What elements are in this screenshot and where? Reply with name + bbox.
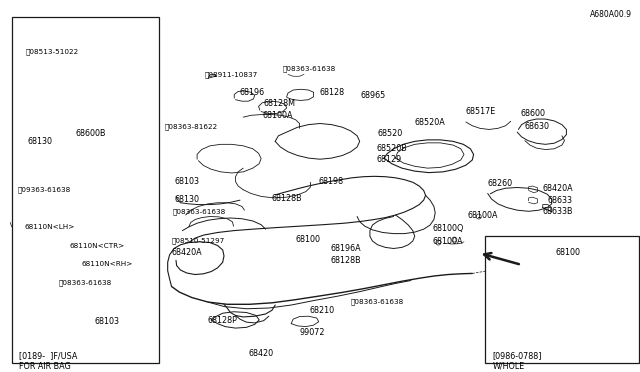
Text: 68198: 68198 — [319, 177, 344, 186]
Text: Ⓢ08363-61638: Ⓢ08363-61638 — [283, 66, 336, 73]
Text: 68630: 68630 — [525, 122, 550, 131]
Text: 68129: 68129 — [376, 155, 401, 164]
Text: Ⓢ08363-61638: Ⓢ08363-61638 — [173, 209, 226, 215]
Text: 68100A: 68100A — [467, 211, 498, 219]
Text: 68420A: 68420A — [543, 185, 573, 193]
Text: [0189-  ]F/USA
FOR AIR BAG: [0189- ]F/USA FOR AIR BAG — [19, 352, 77, 371]
Text: 68103: 68103 — [95, 317, 120, 326]
Text: Ⓢ08513-51022: Ⓢ08513-51022 — [26, 49, 79, 55]
Text: Ⓢ08363-61638: Ⓢ08363-61638 — [59, 279, 112, 286]
Text: 68103: 68103 — [174, 177, 199, 186]
Text: Ⓢ08363-81622: Ⓢ08363-81622 — [165, 123, 218, 130]
Text: 68100: 68100 — [296, 235, 321, 244]
Text: [0986-0788]
W/HOLE: [0986-0788] W/HOLE — [493, 352, 542, 371]
Text: 68633B: 68633B — [543, 207, 573, 216]
Text: 68100: 68100 — [556, 248, 580, 257]
Text: 68100A: 68100A — [433, 237, 463, 246]
Text: Ⓢ09363-61638: Ⓢ09363-61638 — [18, 186, 71, 193]
Text: 68128P: 68128P — [207, 316, 237, 325]
Text: 68600B: 68600B — [76, 129, 106, 138]
Text: 68128M: 68128M — [264, 99, 296, 108]
Text: 68520A: 68520A — [415, 118, 445, 127]
Text: Ⓢ08363-61638: Ⓢ08363-61638 — [351, 298, 404, 305]
Text: 68128B: 68128B — [272, 194, 303, 203]
Text: 68520: 68520 — [378, 129, 403, 138]
Bar — [12, 17, 159, 363]
Text: 68210: 68210 — [310, 307, 335, 315]
Text: A680A00.9: A680A00.9 — [590, 10, 632, 19]
Text: 68196A: 68196A — [330, 244, 361, 253]
Text: 68420: 68420 — [248, 349, 273, 358]
Text: 68110N<RH>: 68110N<RH> — [81, 261, 132, 267]
Bar — [485, 236, 639, 363]
Text: 68517E: 68517E — [466, 107, 496, 116]
Text: 68128: 68128 — [320, 88, 345, 97]
Text: 68520B: 68520B — [376, 144, 407, 153]
Text: 99072: 99072 — [300, 328, 325, 337]
Text: Ⓝ08911-10837: Ⓝ08911-10837 — [205, 71, 258, 78]
Text: Ⓢ08510-51297: Ⓢ08510-51297 — [172, 237, 225, 244]
Text: 68128B: 68128B — [330, 256, 361, 265]
Text: 68600: 68600 — [521, 109, 546, 118]
Text: 68420A: 68420A — [172, 248, 202, 257]
Text: 68130: 68130 — [28, 137, 52, 146]
Text: 68633: 68633 — [547, 196, 572, 205]
Text: 68965: 68965 — [361, 92, 386, 100]
Text: 68100A: 68100A — [262, 111, 293, 120]
Text: 68196: 68196 — [240, 88, 265, 97]
Text: 68110N<LH>: 68110N<LH> — [24, 224, 75, 230]
Text: 68130: 68130 — [174, 195, 199, 204]
Text: 68110N<CTR>: 68110N<CTR> — [69, 243, 124, 248]
Text: 68260: 68260 — [488, 179, 513, 188]
Text: 68100Q: 68100Q — [433, 224, 464, 233]
